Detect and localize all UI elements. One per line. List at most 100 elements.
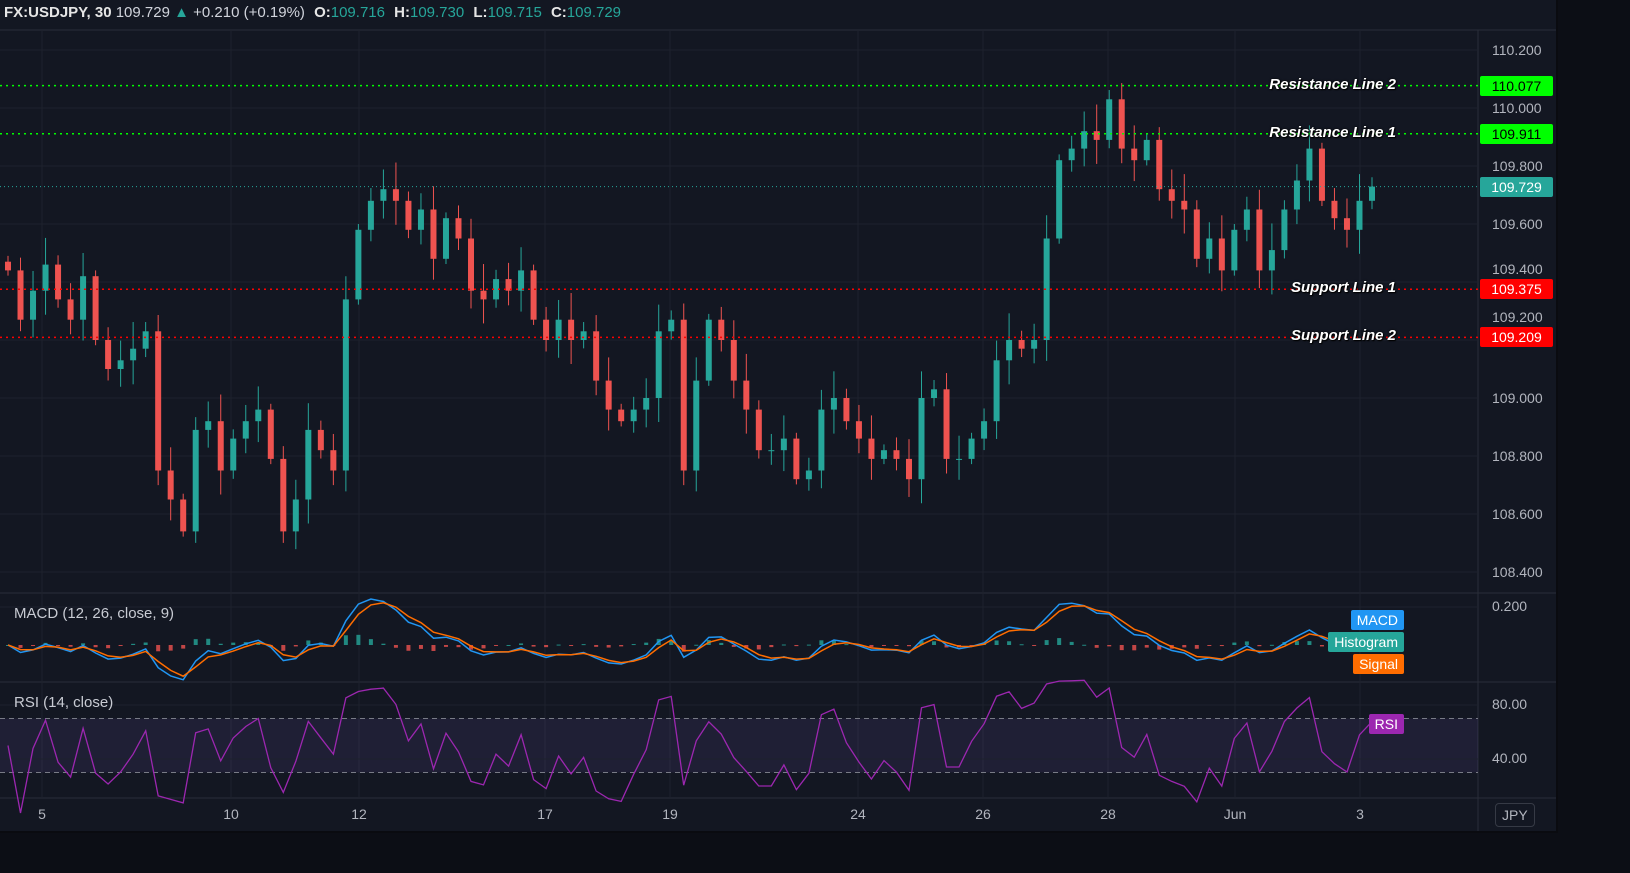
candle-body [956, 458, 963, 460]
histogram-bar [756, 645, 761, 650]
histogram-bar [418, 645, 423, 649]
candle-body [117, 360, 124, 369]
histogram-bar [669, 640, 674, 645]
histogram-bar [1232, 642, 1237, 645]
histogram-bar [1207, 645, 1212, 646]
histogram-bar [869, 645, 874, 648]
open-label: O: [314, 4, 331, 21]
price-tick-label: 110.000 [1492, 99, 1542, 116]
chart-canvas[interactable] [0, 0, 1556, 831]
candle-body [205, 421, 212, 430]
candle-body [680, 319, 687, 471]
candle-body [1056, 160, 1063, 239]
histogram-bar [1082, 644, 1087, 646]
candle-body [1318, 148, 1325, 201]
histogram-bar [1007, 641, 1012, 645]
candle-body [1043, 238, 1050, 340]
price-tick-label: 109.400 [1492, 261, 1543, 278]
candle-body [630, 409, 637, 422]
high-value: 109.730 [409, 4, 465, 21]
symbol-name[interactable]: FX:USDJPY, 30 [4, 4, 112, 21]
candle-body [417, 209, 424, 230]
histogram-bar [18, 645, 23, 648]
candle-body [718, 319, 725, 340]
histogram-bar [1094, 645, 1099, 648]
time-tick-label: 28 [1100, 806, 1116, 822]
histogram-bar [306, 640, 311, 645]
currency-button[interactable]: JPY [1495, 803, 1535, 827]
histogram-bar [1144, 645, 1149, 648]
candle-body [780, 438, 787, 451]
histogram-bar [1157, 645, 1162, 650]
price-tick-label: 109.200 [1492, 309, 1543, 326]
histogram-bar [293, 645, 298, 647]
histogram-bar [744, 645, 749, 649]
candle-body [818, 409, 825, 471]
candle-body [1256, 209, 1263, 271]
histogram-bar [719, 642, 724, 645]
candle-body [518, 270, 525, 291]
candle-body [830, 398, 837, 410]
candle-body [693, 380, 700, 471]
histogram-bar [769, 645, 774, 648]
time-tick-label: 17 [537, 806, 553, 822]
last-price-tag: 109.729 [1480, 176, 1553, 197]
candle-body [155, 331, 162, 471]
candle-body [167, 470, 174, 500]
histogram-bar [1244, 641, 1249, 645]
rsi-tag: RSI [1368, 714, 1404, 734]
candle-body [931, 389, 938, 398]
time-tick-label: 5 [38, 806, 46, 822]
candle-body [17, 270, 24, 320]
candle-body [593, 331, 600, 381]
histogram-bar [1257, 645, 1262, 647]
rsi-tick-label: 40.00 [1492, 750, 1528, 766]
candle-body [1106, 99, 1113, 140]
candle-body [981, 421, 988, 439]
histogram-bar [531, 645, 536, 647]
rsi-title[interactable]: RSI (14, close) [14, 694, 114, 711]
support-price-tag: 109.375 [1480, 279, 1553, 300]
candle-body [80, 276, 87, 320]
candle-body [1218, 238, 1225, 271]
histogram-bar [844, 644, 849, 646]
macd-title[interactable]: MACD (12, 26, close, 9) [14, 605, 175, 622]
histogram-bar [93, 645, 98, 648]
chart-panel[interactable]: FX:USDJPY, 30 109.729 ▲ +0.210 (+0.19%) … [0, 0, 1558, 833]
price-tick-label: 109.600 [1492, 215, 1543, 232]
histogram-bar [381, 643, 386, 645]
candle-body [1281, 209, 1288, 251]
signal-line [7, 602, 1373, 678]
candle-body [768, 450, 775, 452]
price-tick-label: 110.200 [1492, 41, 1542, 58]
support-price-tag: 109.209 [1480, 327, 1553, 348]
open-value: 109.716 [330, 4, 385, 21]
histogram-bar [569, 645, 574, 646]
histogram-bar [281, 645, 286, 651]
candle-body [1131, 148, 1138, 161]
candle-body [292, 499, 299, 532]
candle-body [1143, 139, 1150, 161]
candle-body [1343, 218, 1350, 230]
price-tick-label: 109.000 [1492, 389, 1543, 406]
candle-body [267, 409, 274, 459]
candle-body [1293, 180, 1300, 210]
rsi-line [7, 679, 1373, 814]
support-line-label: Support Line 1 [1291, 279, 1396, 297]
histogram-bar [481, 645, 486, 649]
histogram-bar [631, 644, 636, 646]
histogram-bar [594, 645, 599, 647]
candle-body [305, 429, 312, 500]
histogram-bar [469, 645, 474, 650]
candle-body [618, 409, 625, 422]
histogram-bar [56, 645, 61, 646]
candle-body [280, 458, 287, 532]
histogram-bar [519, 643, 524, 645]
close-value: 109.729 [566, 4, 622, 21]
macd-tick-label: 0.200 [1492, 598, 1528, 614]
histogram-bar [131, 643, 136, 645]
candle-body [555, 319, 562, 340]
low-label: L: [473, 4, 488, 21]
histogram-bar [1194, 645, 1199, 649]
candle-body [455, 218, 462, 239]
